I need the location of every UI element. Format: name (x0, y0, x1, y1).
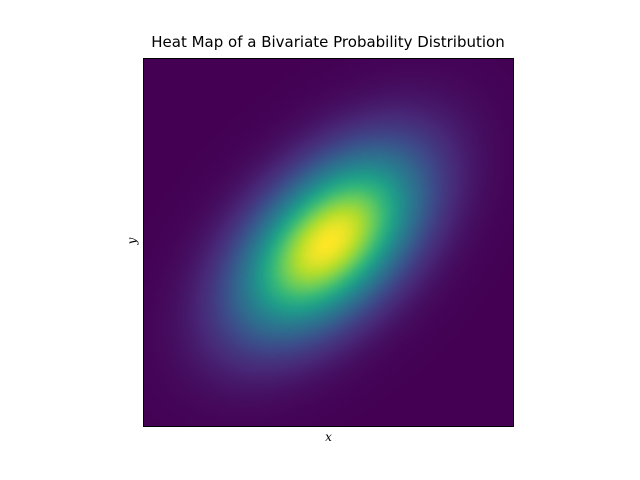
heatmap-plot-area (143, 58, 514, 427)
y-axis-label: y (125, 237, 139, 245)
heatmap-image (144, 59, 513, 426)
chart-title: Heat Map of a Bivariate Probability Dist… (151, 33, 505, 51)
x-axis-label: x (325, 430, 332, 444)
